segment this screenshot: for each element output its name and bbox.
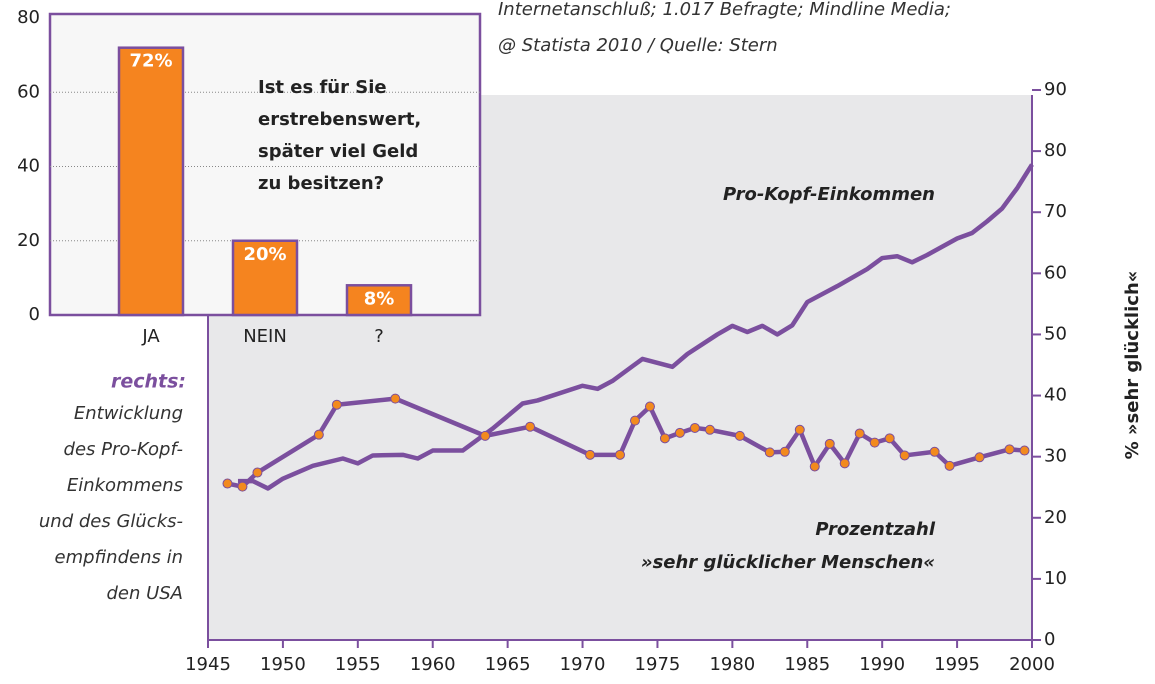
data-point xyxy=(313,429,324,440)
data-point xyxy=(585,449,596,460)
x-tick-label: ? xyxy=(374,326,384,347)
series-label: Pro-Kopf-Einkommen xyxy=(723,184,935,205)
data-point xyxy=(252,467,263,478)
data-point xyxy=(390,393,401,404)
data-point xyxy=(854,428,865,439)
y-tick-label: 90 xyxy=(1044,79,1067,100)
note-text: empfindens in xyxy=(55,547,184,568)
y-tick-label: 50 xyxy=(1044,323,1067,344)
data-point xyxy=(674,427,685,438)
note-text: und des Glücks- xyxy=(39,511,183,532)
x-tick-label: JA xyxy=(141,326,160,347)
y-tick-label: 40 xyxy=(17,156,40,177)
bar xyxy=(117,46,185,317)
y-tick-label: 80 xyxy=(1044,140,1067,161)
bar xyxy=(345,284,413,317)
question-text: erstrebenswert, xyxy=(258,109,421,130)
y-tick-label: 70 xyxy=(1044,201,1067,222)
y-tick-label: 30 xyxy=(1044,446,1067,467)
source-text: @ Statista 2010 / Quelle: Stern xyxy=(498,35,778,56)
x-tick-label: 1950 xyxy=(260,654,306,675)
data-point xyxy=(1019,445,1030,456)
inset-chart: 0 20 40 60 80 72% 20% 8% Ist es für Sie erstreben… xyxy=(17,7,480,325)
series-label: »sehr glücklicher Menschen« xyxy=(641,552,935,573)
data-point xyxy=(929,446,940,457)
note-text: Einkommens xyxy=(67,475,183,496)
bar xyxy=(231,239,299,317)
note-text: den USA xyxy=(106,583,183,604)
y-tick-label: 20 xyxy=(17,230,40,251)
x-tick-label: NEIN xyxy=(243,326,287,347)
series-label: Prozentzahl xyxy=(815,519,935,540)
note-text: des Pro-Kopf- xyxy=(64,439,183,460)
x-tick-label: 1980 xyxy=(709,654,755,675)
main-chart: JA NEIN ? 0 10 20 30 40 50 60 70 80 90 1945 1950 1955 19… xyxy=(39,0,1143,675)
data-point xyxy=(629,415,640,426)
value-label: 8% xyxy=(364,288,395,309)
x-tick-label: 1985 xyxy=(784,654,830,675)
data-point xyxy=(704,424,715,435)
x-tick-label: 1960 xyxy=(410,654,456,675)
x-tick-label: 1955 xyxy=(335,654,381,675)
data-point xyxy=(809,461,820,472)
data-point xyxy=(331,399,342,410)
x-tick-label: 1975 xyxy=(635,654,681,675)
y-tick-label: 0 xyxy=(1044,629,1055,650)
data-point xyxy=(689,422,700,433)
data-point xyxy=(1004,444,1015,455)
value-label: 72% xyxy=(129,51,172,72)
data-point xyxy=(839,458,850,469)
data-point xyxy=(779,446,790,457)
y-tick-label: 20 xyxy=(1044,507,1067,528)
y-tick-label: 60 xyxy=(1044,262,1067,283)
x-tick-label: 2000 xyxy=(1009,654,1055,675)
x-tick-label: 1945 xyxy=(185,654,231,675)
series-line xyxy=(237,163,1034,491)
data-point xyxy=(794,424,805,435)
y-tick-label: 40 xyxy=(1044,385,1067,406)
question-text: zu besitzen? xyxy=(258,173,384,194)
question-text: Ist es für Sie xyxy=(258,77,387,98)
data-point xyxy=(884,433,895,444)
x-tick-label: 1970 xyxy=(560,654,606,675)
data-point xyxy=(734,430,745,441)
data-point xyxy=(615,449,625,460)
data-point xyxy=(525,421,536,432)
y-tick-label: 0 xyxy=(29,304,40,325)
x-tick-label: 1995 xyxy=(934,654,980,675)
data-point xyxy=(237,481,248,492)
y-tick-label: 60 xyxy=(17,81,40,102)
data-point xyxy=(944,460,955,471)
y-axis-label: % »sehr glücklich« xyxy=(1122,271,1143,460)
note-text: Entwicklung xyxy=(74,403,183,424)
data-point xyxy=(869,437,880,448)
x-tick-label: 1990 xyxy=(859,654,905,675)
data-point xyxy=(764,447,775,458)
data-point xyxy=(899,450,910,461)
data-point xyxy=(824,438,835,449)
x-tick-label: 1965 xyxy=(485,654,531,675)
note-heading: rechts: xyxy=(111,371,186,393)
data-point xyxy=(659,433,670,444)
value-label: 20% xyxy=(243,244,286,265)
data-point xyxy=(644,401,655,412)
y-tick-label: 10 xyxy=(1044,568,1067,589)
data-point xyxy=(974,452,985,463)
source-text: Internetanschluß; 1.017 Befragte; Mindli… xyxy=(498,0,951,20)
question-text: später viel Geld xyxy=(258,141,418,162)
y-tick-label: 80 xyxy=(17,7,40,28)
data-point xyxy=(222,478,233,489)
data-point xyxy=(480,430,491,441)
